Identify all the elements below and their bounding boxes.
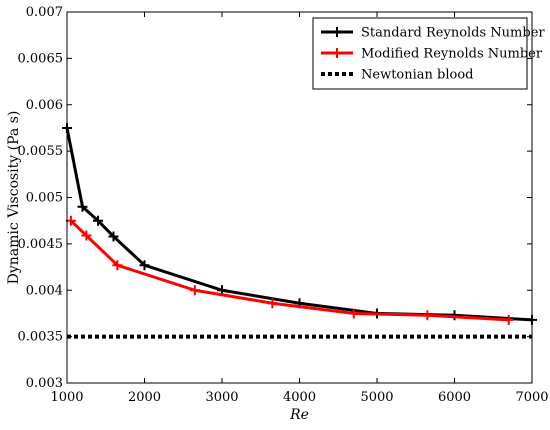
series-line-0 <box>65 127 533 322</box>
legend-label-2: Newtonian blood <box>361 68 474 83</box>
legend-marker-1 <box>332 48 342 58</box>
x-tick-label-6: 7000 <box>515 390 548 405</box>
y-tick-label-4: 0.005 <box>26 191 63 206</box>
y-tick-label-6: 0.006 <box>26 98 63 113</box>
y-tick-label-0: 0.003 <box>26 376 63 391</box>
x-tick-label-2: 3000 <box>205 390 238 405</box>
series-layer <box>62 122 537 339</box>
y-tick-label-2: 0.004 <box>26 283 63 298</box>
series-1-point-6 <box>422 310 433 321</box>
series-0-point-2 <box>93 215 103 226</box>
x-tick-label-5: 6000 <box>438 390 471 405</box>
series-0-point-3 <box>108 231 119 242</box>
series-1-point-4 <box>267 298 278 309</box>
series-1-point-5 <box>348 308 359 319</box>
series-line-1 <box>69 219 509 322</box>
x-tick-label-1: 2000 <box>128 390 161 405</box>
series-1-point-3 <box>189 285 200 296</box>
series-0-point-4 <box>139 260 150 271</box>
y-tick-label-3: 0.0045 <box>18 237 64 252</box>
legend: Standard Reynolds Number Modified Reynold… <box>312 17 545 90</box>
series-1-point-7 <box>503 314 514 325</box>
x-tick-label-3: 4000 <box>283 390 316 405</box>
y-tick-label-8: 0.007 <box>26 5 63 20</box>
series-1-point-1 <box>81 230 92 241</box>
series-1-point-0 <box>65 215 76 226</box>
legend-label-0: Standard Reynolds Number <box>361 26 545 41</box>
axes-layer: 1000 2000 3000 4000 5000 6000 7000 0.003 0.0035 0… <box>6 5 549 423</box>
y-tick-label-1: 0.0035 <box>18 330 64 345</box>
series-0-point-1 <box>77 201 88 212</box>
y-axis-label: Dynamic Viscosity (Pa s) <box>6 111 22 285</box>
y-tick-label-7: 0.0065 <box>18 51 64 66</box>
x-tick-label-4: 5000 <box>360 390 393 405</box>
x-axis-label: Re <box>289 407 309 423</box>
y-tick-label-5: 0.0055 <box>18 144 64 159</box>
series-1-point-2 <box>112 260 123 271</box>
legend-label-1: Modified Reynolds Number <box>361 47 543 62</box>
x-tick-label-0: 1000 <box>50 390 83 405</box>
legend-marker-0 <box>332 27 342 37</box>
